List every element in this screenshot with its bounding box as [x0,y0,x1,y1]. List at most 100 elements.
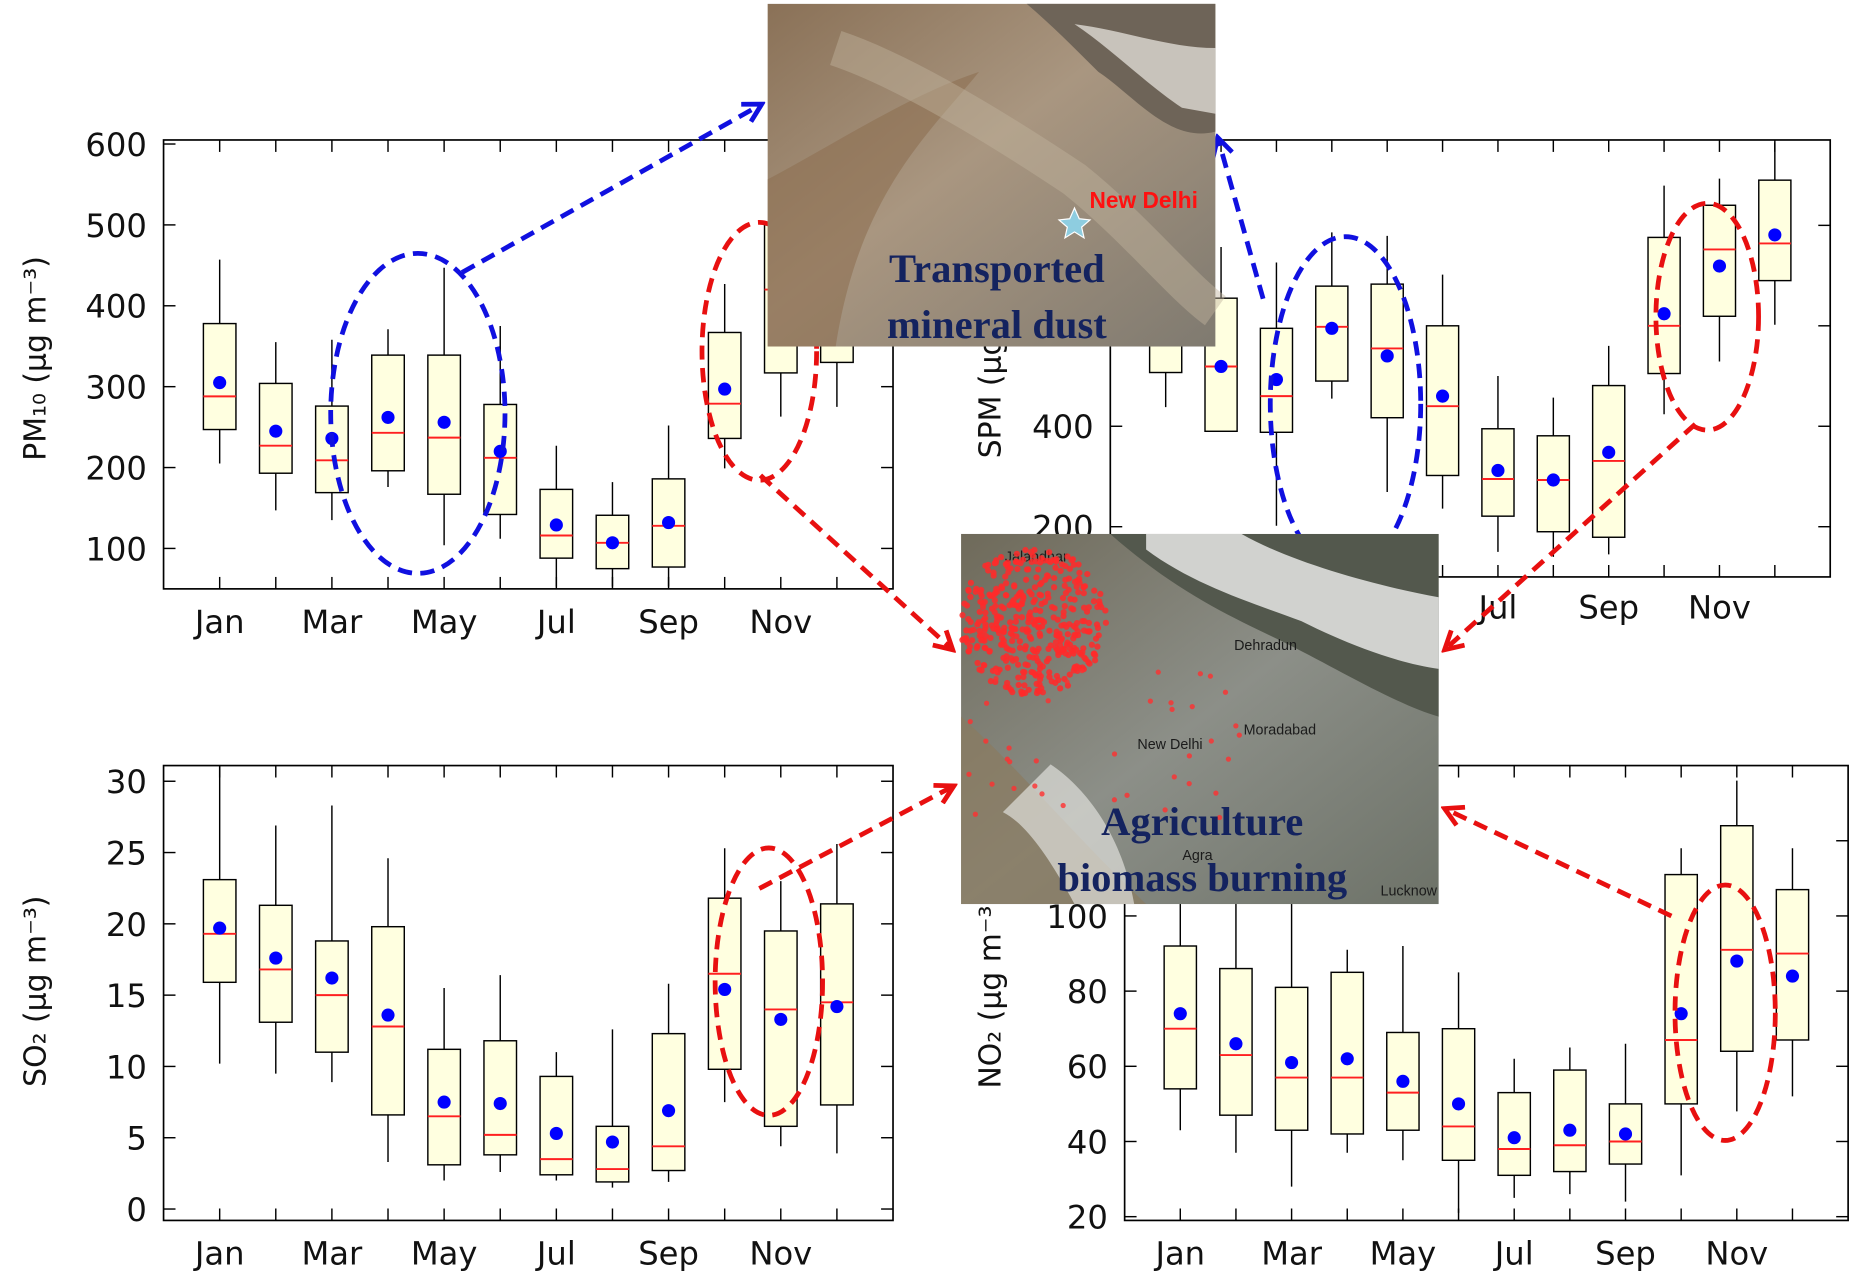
fire-dot [967,594,973,600]
fire-dot [1187,753,1192,758]
fire-dot [1190,704,1195,709]
fire-dot [1148,698,1153,703]
fire-dot [981,662,987,668]
fire-dot [1079,618,1085,624]
mean [325,971,338,984]
fire-dot [982,645,988,651]
y-tick-label: 20 [1067,1199,1108,1237]
mean [1563,1124,1576,1137]
x-tick-label: Sep [1595,1235,1656,1273]
fire-dot [1015,674,1021,680]
mean [1174,1007,1187,1020]
fire-dot [982,621,988,627]
fire-dot [1064,642,1070,648]
fire-dot [1032,584,1038,590]
fire-dot [977,609,983,615]
image-caption: biomass burning [1057,855,1347,900]
mean [606,536,619,549]
fire-dot [1032,597,1038,603]
fire-dot [1016,682,1022,688]
fire-dot [1020,594,1026,600]
place-label: Lucknow [1381,884,1438,900]
fire-dot [1091,650,1097,656]
fire-dot [968,580,974,586]
box [1776,890,1808,1040]
fire-dot [1036,670,1042,676]
fire-dot [978,637,984,643]
y-tick-label: 15 [106,977,147,1015]
y-tick-label: 30 [106,763,147,801]
fire-dot [1124,793,1129,798]
y-axis-title: SO₂ (μg m⁻³) [18,896,53,1087]
mean [1602,446,1615,459]
fire-dot [976,628,982,634]
fire-dot [965,648,971,654]
mean [550,1127,563,1140]
fire-dot [1072,579,1078,585]
fire-dot [1026,687,1032,693]
fire-dot [987,635,993,641]
fire-dot [1046,698,1051,703]
mean [718,383,731,396]
fire-dot [1020,557,1026,563]
fire-dot [1014,566,1020,572]
fire-dot [1007,619,1013,625]
fire-dot [1209,738,1214,743]
arrow [1218,138,1263,299]
fire-dot [1233,723,1238,728]
x-tick-label: May [411,1235,478,1273]
fire-dot [1032,783,1037,788]
fire-dot [1039,601,1045,607]
fire-dot [1079,668,1084,673]
fire-dot [1026,616,1032,622]
fire-dot [1034,758,1039,763]
fire-dot [1051,614,1057,620]
fire-dot [1071,667,1077,673]
fire-dot [1003,684,1009,690]
mean [830,1000,843,1013]
fire-dot [1017,638,1023,644]
mean [1436,390,1449,403]
x-tick-label: Jul [1477,589,1518,627]
fire-dot [1013,656,1019,662]
fire-dot [1027,634,1033,640]
y-tick-label: 5 [126,1120,146,1158]
fire-dot [1023,577,1029,583]
place-label: Moradabad [1244,723,1316,739]
box [316,941,349,1052]
fire-dot [1001,605,1007,611]
y-tick-label: 10 [106,1048,147,1086]
fire-dot [963,627,969,633]
fire-dot [1051,575,1057,581]
mean [1508,1131,1521,1144]
box [596,1126,629,1182]
fire-dot [1021,669,1027,675]
mean [1658,307,1671,320]
fire-dot [1045,646,1051,652]
fire-dot [1035,566,1041,572]
mean [269,951,282,964]
fire-dot [1051,605,1057,611]
fire-dot [1033,607,1039,613]
fire-dot [998,583,1004,589]
image-caption: Agriculture [1101,799,1303,844]
fire-dot [982,610,988,616]
mean [1214,360,1227,373]
mean [438,1096,451,1109]
fire-dot [1011,582,1017,588]
fire-dot [1089,642,1095,648]
fire-dot [1064,679,1069,684]
fire-dot [1169,707,1174,712]
fire-dot [1156,670,1161,675]
fire-dot [1012,626,1018,632]
fire-dot [1086,604,1092,610]
fire-dot [1208,674,1213,679]
x-tick-label: Mar [301,1235,363,1273]
fire-dot [1060,613,1066,619]
fire-dot [1044,658,1050,664]
y-tick-label: 80 [1067,973,1108,1011]
x-tick-label: May [1370,1235,1437,1273]
fire-dot [1019,614,1025,620]
fire-dot [976,619,982,625]
fire-dot [992,560,998,566]
